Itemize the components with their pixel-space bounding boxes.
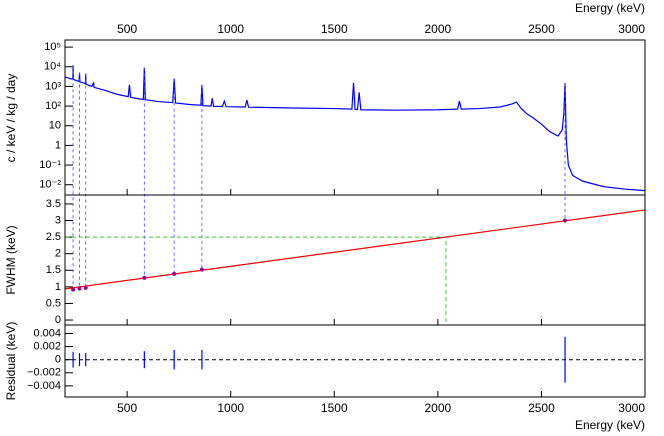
y-axis-title: c / keV / kg / day <box>4 74 18 163</box>
y-axis-title: Residual (keV) <box>4 322 18 401</box>
y-tick-label: 0 <box>55 314 61 326</box>
y-tick-label: 3 <box>55 214 61 226</box>
x-tick-label: 1500 <box>321 22 348 36</box>
y-tick-label: 10 <box>49 120 61 132</box>
x-tick-label: 2000 <box>425 22 452 36</box>
y-tick-label: 10⁵ <box>44 41 61 53</box>
panel-frame <box>64 324 646 398</box>
y-tick-label: 0 <box>55 354 61 366</box>
x-tick-label: 500 <box>117 401 137 415</box>
x-tick-label: 1500 <box>321 401 348 415</box>
data-point <box>142 275 147 280</box>
y-tick-label: 10⁻² <box>39 179 61 191</box>
x-tick-label: 2000 <box>425 401 452 415</box>
x-tick-label: 1000 <box>217 22 244 36</box>
data-point <box>77 286 82 291</box>
data-point <box>172 271 177 276</box>
y-tick-label: 0.5 <box>46 297 61 309</box>
x-tick-label: 500 <box>117 22 137 36</box>
data-point <box>71 287 76 292</box>
data-point <box>563 218 568 223</box>
y-tick-label: 2 <box>55 248 61 260</box>
spectrum-line <box>64 65 646 192</box>
y-tick-label: 10³ <box>45 80 61 92</box>
x-tick-label: 3000 <box>618 401 645 415</box>
data-point <box>199 267 204 272</box>
y-tick-label: 10² <box>45 100 61 112</box>
y-tick-label: 2.5 <box>46 231 61 243</box>
data-point <box>83 285 88 290</box>
y-tick-label: −0.004 <box>27 380 61 392</box>
y-tick-label: 3.5 <box>46 198 61 210</box>
x-tick-label: 1000 <box>217 401 244 415</box>
y-tick-label: 0.002 <box>33 341 61 353</box>
x-axis-title: Energy (keV) <box>575 418 645 432</box>
y-tick-label: 10⁻¹ <box>39 159 61 171</box>
y-axis-title: FWHM (keV) <box>4 225 18 294</box>
fit-line <box>64 209 646 290</box>
x-axis-title-top: Energy (keV) <box>575 1 645 15</box>
x-tick-label: 2500 <box>528 22 555 36</box>
y-tick-label: 1.5 <box>46 264 61 276</box>
y-tick-label: 1 <box>55 281 61 293</box>
y-tick-label: 10⁴ <box>44 61 61 73</box>
y-tick-label: 1 <box>55 139 61 151</box>
x-tick-label: 3000 <box>618 22 645 36</box>
y-tick-label: −0.002 <box>27 367 61 379</box>
y-tick-label: 0.004 <box>33 327 61 339</box>
x-tick-label: 2500 <box>528 401 555 415</box>
